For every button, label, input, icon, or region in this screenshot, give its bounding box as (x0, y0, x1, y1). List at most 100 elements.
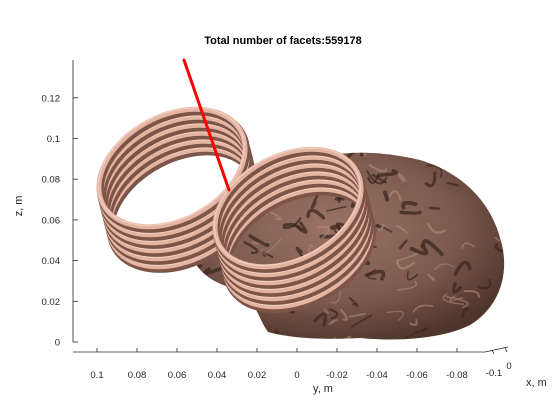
brain-sulcus (409, 319, 418, 326)
brain-sulcus (461, 242, 475, 250)
y-tick-label: -0.06 (406, 370, 428, 381)
brain-sulcus (198, 172, 216, 180)
brain-sulcus (386, 310, 405, 321)
brain-sulcus (409, 244, 429, 256)
brain-sulcus (399, 210, 422, 215)
z-tick-label: 0.04 (42, 256, 61, 267)
y-tick-label: -0.08 (446, 370, 468, 381)
brain-sulcus (376, 169, 399, 177)
brain-sulcus (308, 244, 314, 255)
brain-sulcus (388, 152, 405, 156)
brain-sulcus (328, 318, 339, 326)
y-tick-label: 0.08 (128, 370, 147, 381)
x-tick-mark (504, 347, 508, 353)
x-axis-label: x, m (526, 377, 547, 389)
x-tick-mark (491, 349, 495, 355)
brain-sulcus (295, 246, 306, 260)
brain-sulcus (388, 190, 402, 201)
direction-line (182, 58, 231, 192)
brain-sulcus (434, 263, 455, 271)
brain-sulcus (441, 152, 454, 155)
y-axis: 0.1 0.08 0.06 0.04 0.02 0 -0.02 -0.04 -0.06 -0.08… (73, 348, 485, 395)
x-tick-label: 0 (506, 361, 511, 372)
brain-sulcus (396, 253, 419, 262)
brain-sulcus (306, 208, 326, 220)
y-axis-ticks: 0.1 0.08 0.06 0.04 0.02 0 -0.02 -0.04 -0.06 -0.08 (90, 348, 468, 381)
brain-sulcus (242, 315, 250, 325)
z-tick-label: 0 (55, 338, 60, 349)
brain-sulcus (424, 171, 437, 188)
y-tick-label: 0.04 (208, 370, 227, 381)
brain-sulcus (326, 205, 347, 212)
brain-sulcus (194, 178, 206, 189)
y-tick-label: 0 (294, 370, 299, 381)
z-axis: 0 0.02 0.04 0.06 0.08 0.1 0.12 z, m (13, 60, 78, 349)
brain-sulcus (484, 146, 489, 150)
brain-sulcus (313, 312, 327, 327)
brain-sulcus (238, 334, 245, 340)
brain-sulcus (261, 238, 283, 255)
brain-sulcus (192, 179, 213, 185)
brain-sulcus (328, 308, 339, 320)
brain-sulcus (490, 201, 505, 215)
x-tick-label: -0.1 (486, 368, 502, 379)
brain-sulcus (421, 239, 444, 257)
brain-sulcus (427, 222, 447, 234)
y-axis-label: y, m (313, 383, 333, 395)
y-tick-label: 0.1 (90, 370, 103, 381)
brain-sulcus (190, 289, 209, 300)
z-axis-label: z, m (13, 196, 25, 217)
brain-sulcus (483, 152, 497, 158)
coil-1 (96, 106, 260, 273)
brain-sulcus (453, 260, 472, 276)
z-tick-label: 0.1 (47, 134, 60, 145)
brain-sulcus (364, 269, 386, 281)
brain-sulcus (494, 243, 504, 253)
brain-sulcus (477, 279, 492, 290)
brain-sulcus (196, 181, 216, 195)
brain-sulcus (335, 222, 347, 230)
brain-sulcus (310, 190, 321, 209)
brain-sulcus (426, 164, 443, 178)
brain-sulcus (491, 172, 502, 182)
y-tick-label: -0.04 (366, 370, 388, 381)
brain-sulcus (396, 280, 418, 291)
y-tick-label: -0.02 (326, 370, 348, 381)
brain-sulcus (345, 152, 364, 159)
brain-sulcus (438, 152, 449, 159)
z-tick-label: 0.02 (42, 297, 61, 308)
brain-sulcus (397, 172, 407, 183)
brain-sulcus (201, 156, 212, 164)
z-axis-ticks: 0 0.02 0.04 0.06 0.08 0.1 0.12 (42, 93, 78, 349)
brain-sulcus (401, 200, 418, 210)
brain-sulcus (493, 168, 505, 181)
brain-sulcus (449, 295, 464, 302)
brain-sulcus (192, 198, 201, 213)
brain-sulcus (395, 225, 408, 234)
brain-sulcus (426, 273, 435, 281)
brain-sulcus (253, 333, 267, 340)
brain-sulcus (316, 225, 330, 239)
brain-sulcus (482, 197, 500, 207)
brain-sulcus (198, 160, 217, 173)
brain-sulcus (383, 190, 390, 202)
brain-sulcus (296, 221, 308, 234)
brain-sulcus (261, 251, 274, 259)
y-tick-label: 0.02 (248, 370, 267, 381)
z-tick-label: 0.06 (42, 215, 61, 226)
brain-sulcus (406, 270, 419, 281)
x-axis: -0.1 0 x, m (484, 346, 547, 389)
brain-sulcus (351, 314, 372, 328)
brain-sulcus (400, 145, 402, 150)
brain-sulcus (274, 329, 284, 340)
brain-sulcus (339, 308, 349, 321)
brain-sulcus (248, 234, 270, 248)
z-tick-label: 0.08 (42, 175, 61, 186)
brain-sulcus (268, 210, 283, 221)
brain-sulcus (490, 212, 501, 220)
z-tick-label: 0.12 (42, 93, 61, 104)
brain-sulcus (323, 308, 330, 315)
brain-sulcus (202, 265, 226, 276)
brain-sulcus (330, 290, 341, 304)
